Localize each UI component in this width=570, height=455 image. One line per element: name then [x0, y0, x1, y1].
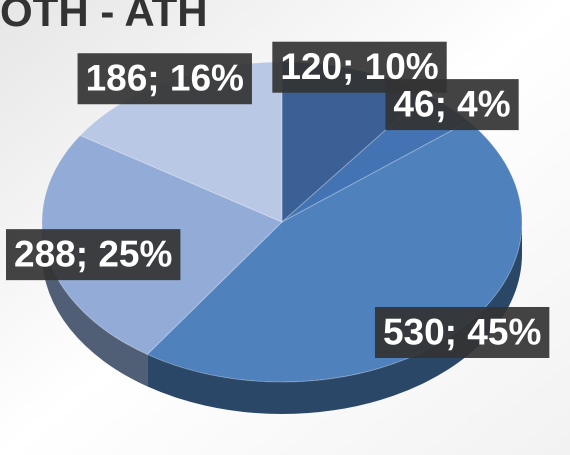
data-label-text: 186; 16% [86, 58, 244, 99]
data-label-box [374, 306, 550, 358]
data-label: 530; 45% [374, 306, 550, 358]
data-label: 186; 16% [77, 53, 252, 105]
data-label-text: 288; 25% [14, 233, 172, 274]
data-label-box [6, 229, 181, 281]
data-label-box [77, 53, 252, 105]
slice-side [42, 222, 148, 387]
data-label: 46; 4% [385, 79, 519, 131]
data-label-text: 530; 45% [383, 311, 541, 352]
data-label-box [385, 79, 519, 131]
chart-title: OTH - ATH [0, 0, 208, 35]
data-label-text: 46; 4% [393, 83, 510, 124]
slice-side [147, 222, 522, 415]
data-label: 288; 25% [6, 229, 181, 281]
